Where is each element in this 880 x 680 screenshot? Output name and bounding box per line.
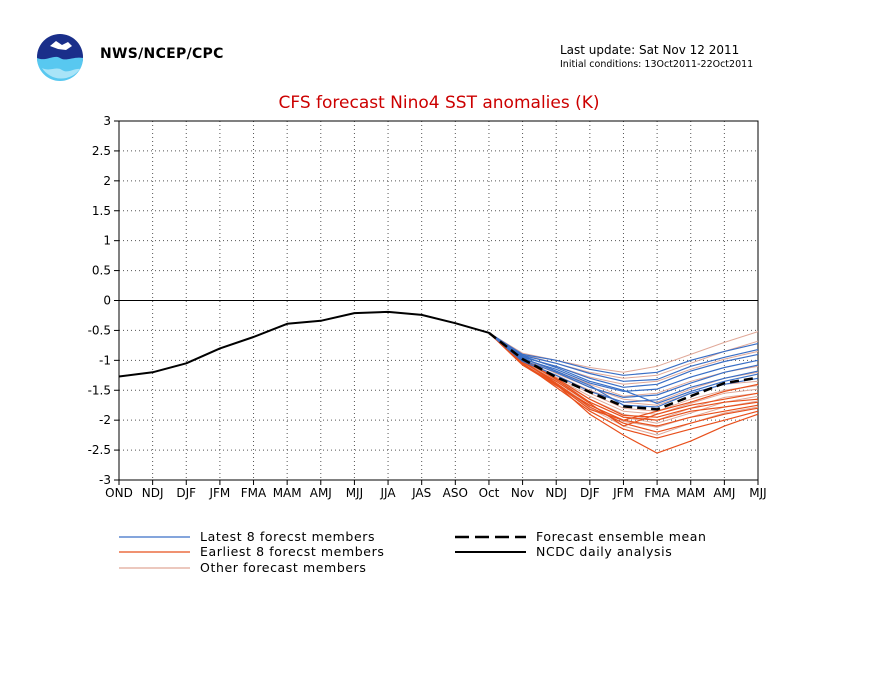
x-tick-label: JJA xyxy=(380,486,397,500)
series-other-member xyxy=(488,332,759,428)
series-other-member xyxy=(488,332,759,379)
series-latest-member xyxy=(488,332,759,382)
x-tick-label: JAS xyxy=(411,486,431,500)
y-tick-label: 1.5 xyxy=(92,204,111,218)
series-latest-member xyxy=(488,332,759,404)
x-tick-label: NDJ xyxy=(142,486,164,500)
x-tick-label: MAM xyxy=(273,486,302,500)
y-tick-label: 2 xyxy=(103,174,111,188)
series-latest-member xyxy=(488,332,759,376)
legend-label-latest: Latest 8 forecst members xyxy=(200,529,375,544)
y-tick-label: 1 xyxy=(103,234,111,248)
noaa-logo xyxy=(37,34,83,81)
x-tick-label: NDJ xyxy=(545,486,567,500)
x-tick-label: FMA xyxy=(241,486,267,500)
legend-label-analysis: NCDC daily analysis xyxy=(536,544,672,559)
series-latest-member xyxy=(488,332,759,408)
y-tick-label: -2 xyxy=(99,413,111,427)
x-tick-label: DJF xyxy=(176,486,196,500)
agency-label: NWS/NCEP/CPC xyxy=(100,46,224,62)
last-update-label: Last update: Sat Nov 12 2011 xyxy=(560,43,740,57)
series-other-member xyxy=(488,331,759,373)
series-analysis-line xyxy=(118,310,490,378)
legend-label-other: Other forecast members xyxy=(200,560,367,575)
x-tick-label: AMJ xyxy=(713,486,735,500)
initial-conditions-label: Initial conditions: 13Oct2011-22Oct2011 xyxy=(560,59,754,70)
x-tick-label: MJJ xyxy=(346,486,363,500)
series-earliest-member xyxy=(488,332,759,421)
legend-label-mean: Forecast ensemble mean xyxy=(536,529,707,544)
legend-label-earliest: Earliest 8 forecst members xyxy=(200,544,384,559)
series-earliest-member xyxy=(488,332,759,427)
y-tick-label: -1.5 xyxy=(88,383,111,397)
x-tick-label: DJF xyxy=(580,486,600,500)
y-tick-label: -1 xyxy=(99,353,111,367)
series-latest-member xyxy=(488,332,759,398)
y-tick-label: -0.5 xyxy=(88,323,111,337)
x-tick-label: JFM xyxy=(612,486,634,500)
x-tick-label: FMA xyxy=(644,486,670,500)
x-tick-label: MAM xyxy=(676,486,705,500)
x-tick-label: Oct xyxy=(479,486,500,500)
x-tick-label: MJJ xyxy=(749,486,766,500)
x-tick-label: AMJ xyxy=(310,486,332,500)
x-tick-label: OND xyxy=(105,486,133,500)
chart-title: CFS forecast Nino4 SST anomalies (K) xyxy=(278,93,599,113)
y-tick-label: 2.5 xyxy=(92,144,111,158)
x-tick-label: ASO xyxy=(443,486,468,500)
y-tick-label: -2.5 xyxy=(88,443,111,457)
y-tick-label: 0.5 xyxy=(92,264,111,278)
series-latest-member xyxy=(488,332,759,403)
y-tick-label: 3 xyxy=(103,114,111,128)
series-mean-line xyxy=(488,331,759,411)
y-tick-label: 0 xyxy=(103,294,111,308)
series-group xyxy=(118,310,759,454)
x-tick-label: JFM xyxy=(208,486,230,500)
series-earliest-member xyxy=(488,332,759,427)
y-tick-label: -3 xyxy=(99,473,111,487)
x-tick-label: Nov xyxy=(511,486,534,500)
